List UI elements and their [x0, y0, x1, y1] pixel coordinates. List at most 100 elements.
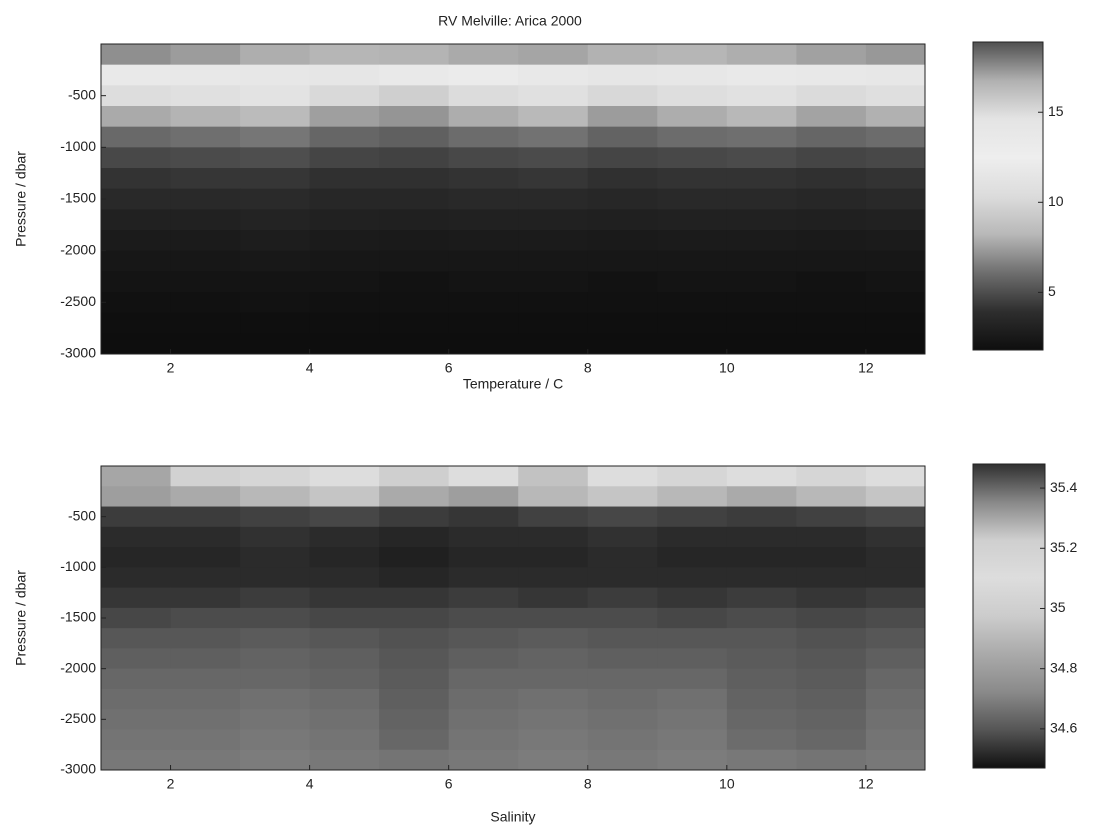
heatmap-cell — [101, 607, 172, 629]
heatmap-cell — [587, 64, 658, 86]
heatmap-cell — [518, 628, 589, 649]
colorbar-tick-label: 10 — [1048, 193, 1064, 209]
heatmap-cell — [587, 85, 658, 107]
heatmap-cell — [448, 147, 519, 169]
heatmap-cell — [587, 668, 658, 690]
heatmap-cell — [101, 526, 172, 548]
heatmap-cell — [587, 168, 658, 190]
heatmap-cell — [379, 729, 450, 751]
heatmap-cell — [865, 188, 925, 210]
heatmap-cell — [240, 44, 311, 66]
heatmap-cell — [726, 729, 797, 751]
heatmap-cell — [379, 547, 450, 568]
heatmap-cell — [379, 85, 450, 107]
heatmap-cell — [379, 628, 450, 649]
heatmap-cell — [309, 486, 380, 508]
heatmap-cell — [101, 292, 172, 314]
heatmap-cell — [309, 188, 380, 210]
heatmap-cell — [518, 486, 589, 508]
heatmap-cell — [865, 209, 925, 231]
heatmap-cell — [448, 271, 519, 293]
heatmap-cell — [726, 230, 797, 252]
heatmap-cell — [865, 466, 925, 487]
heatmap-cell — [170, 147, 241, 169]
heatmap-cell — [170, 648, 241, 670]
heatmap-cell — [518, 587, 589, 609]
heatmap-cell — [379, 44, 450, 66]
heatmap-cell — [170, 292, 241, 314]
heatmap — [101, 466, 925, 770]
heatmap-cell — [657, 250, 728, 272]
heatmap-cell — [865, 709, 925, 730]
heatmap-cell — [865, 587, 925, 609]
heatmap-cell — [726, 168, 797, 190]
heatmap-cell — [170, 749, 241, 770]
x-tick-label: 10 — [719, 776, 735, 792]
heatmap-cell — [379, 64, 450, 86]
heatmap-cell — [657, 333, 728, 354]
heatmap-cell — [240, 547, 311, 568]
heatmap-cell — [587, 587, 658, 609]
heatmap-cell — [726, 607, 797, 629]
heatmap-cell — [379, 292, 450, 314]
heatmap-cell — [726, 188, 797, 210]
heatmap-cell — [240, 209, 311, 231]
heatmap-cell — [240, 106, 311, 128]
heatmap-cell — [379, 209, 450, 231]
heatmap-cell — [796, 729, 867, 751]
heatmap-cell — [657, 188, 728, 210]
x-tick-label: 6 — [445, 360, 453, 376]
y-tick-label: -2000 — [60, 241, 96, 257]
chart-title: RV Melville: Arica 2000 — [438, 13, 582, 29]
heatmap-cell — [379, 126, 450, 148]
heatmap-cell — [865, 126, 925, 148]
y-tick-label: -1000 — [60, 558, 96, 574]
heatmap-cell — [865, 85, 925, 107]
heatmap-cell — [448, 312, 519, 334]
heatmap-cell — [240, 729, 311, 751]
heatmap-cell — [796, 526, 867, 548]
heatmap-cell — [309, 333, 380, 354]
heatmap-cell — [796, 688, 867, 710]
heatmap-cell — [657, 466, 728, 487]
heatmap-cell — [240, 749, 311, 770]
heatmap-cell — [657, 292, 728, 314]
heatmap-cell — [657, 648, 728, 670]
heatmap-cell — [726, 312, 797, 334]
heatmap-cell — [796, 506, 867, 528]
heatmap-cell — [101, 333, 172, 354]
heatmap-cell — [240, 668, 311, 690]
heatmap-cell — [309, 466, 380, 487]
heatmap-cell — [796, 188, 867, 210]
heatmap-cell — [448, 333, 519, 354]
heatmap-cell — [170, 486, 241, 508]
heatmap-cell — [865, 607, 925, 629]
heatmap-cell — [309, 709, 380, 730]
heatmap-cell — [240, 147, 311, 169]
heatmap-cell — [240, 64, 311, 86]
heatmap-cell — [587, 312, 658, 334]
heatmap-cell — [379, 688, 450, 710]
heatmap-cell — [240, 607, 311, 629]
heatmap-cell — [240, 312, 311, 334]
x-tick-label: 6 — [445, 776, 453, 792]
heatmap-cell — [518, 749, 589, 770]
heatmap-cell — [587, 526, 658, 548]
heatmap-cell — [657, 506, 728, 528]
heatmap-cell — [518, 85, 589, 107]
x-tick-label: 8 — [584, 360, 592, 376]
heatmap-cell — [101, 44, 172, 66]
heatmap-cell — [170, 85, 241, 107]
heatmap-cell — [518, 729, 589, 751]
heatmap-cell — [657, 547, 728, 568]
heatmap-cell — [726, 668, 797, 690]
heatmap-cell — [379, 607, 450, 629]
heatmap-cell — [379, 271, 450, 293]
heatmap-cell — [240, 333, 311, 354]
heatmap-cell — [170, 250, 241, 272]
heatmap-cell — [240, 250, 311, 272]
heatmap-cell — [587, 729, 658, 751]
heatmap-cell — [379, 312, 450, 334]
heatmap-cell — [240, 126, 311, 148]
heatmap-cell — [170, 526, 241, 548]
